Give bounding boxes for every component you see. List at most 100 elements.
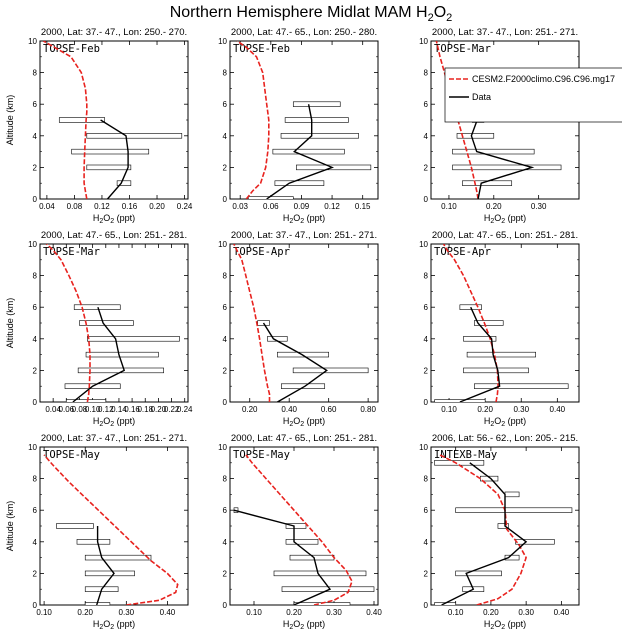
x-label-part: H <box>484 213 491 223</box>
x-tick-label: 0.06 <box>263 202 279 211</box>
range-box <box>452 148 535 155</box>
range-box <box>86 133 183 139</box>
plot-frame <box>430 243 580 403</box>
range-box <box>85 351 159 358</box>
range-box <box>274 180 325 186</box>
y-tick-label: 0 <box>33 398 38 407</box>
plot-area <box>435 41 562 199</box>
y-tick-label: 0 <box>33 195 38 204</box>
panel-6: 2000, Lat: 47.- 65., Lon: 251.- 281. 0 2 4 6… <box>419 230 580 428</box>
x-tick-label: 0.10 <box>448 608 464 617</box>
x-axis-label: H2O2 (ppt) <box>283 416 325 428</box>
x-tick-label: 0.14 <box>111 405 127 414</box>
y-tick-label: 2 <box>223 366 228 375</box>
panel-1: 2000, Lat: 37.- 47., Lon: 250.- 270. 0 2 4 6… <box>5 27 193 225</box>
y-tick-label: 6 <box>223 303 228 312</box>
obs-series-line <box>262 322 328 402</box>
range-box <box>292 101 341 107</box>
y-tick-label: 8 <box>223 475 228 484</box>
y-tick-label: 0 <box>424 195 429 204</box>
panel-title: 2000, Lat: 47.- 65., Lon: 251.- 281. <box>41 230 187 241</box>
y-tick-label: 2 <box>33 366 38 375</box>
x-tick-label: 0.12 <box>324 202 340 211</box>
range-box <box>84 554 152 561</box>
x-label-part: 2 <box>99 624 103 631</box>
y-tick-label: 0 <box>33 601 38 610</box>
campaign-label: TOPSE-May <box>233 449 290 461</box>
x-tick-label: 0.18 <box>137 405 153 414</box>
x-label-part: H <box>93 213 100 223</box>
y-tick-label: 2 <box>424 569 429 578</box>
x-tick-label: 0.12 <box>98 405 114 414</box>
x-tick-label: 0.40 <box>550 405 566 414</box>
panel-title: 2000, Lat: 37.- 47., Lon: 251.- 271. <box>231 230 377 241</box>
x-axis-label: H2O2 (ppt) <box>484 416 526 428</box>
panel-grid: 2000, Lat: 37.- 47., Lon: 250.- 270. 0 2 4 6… <box>5 27 622 631</box>
range-box <box>272 148 345 155</box>
x-label-part: 2 <box>490 624 494 631</box>
panel-2: 2000, Lat: 47.- 65., Lon: 250.- 280. 0 2 4 6… <box>218 27 379 225</box>
plot-area <box>233 454 375 605</box>
y-tick-label: 8 <box>33 69 38 78</box>
x-label-part: 2 <box>300 421 304 428</box>
y-tick-label: 8 <box>424 475 429 484</box>
legend: CESM2.F2000climo.C96.C96.mg17 Data <box>444 67 622 123</box>
x-label-part: 2 <box>110 624 114 631</box>
panel-title: 2000, Lat: 37.- 47., Lon: 251.- 271. <box>41 433 187 444</box>
y-tick-label: 6 <box>33 100 38 109</box>
campaign-label: TOPSE-Mar <box>43 246 100 258</box>
y-tick-label: 10 <box>28 443 37 452</box>
panel-5: 2000, Lat: 37.- 47., Lon: 251.- 271. 0 2 4 6… <box>218 230 379 428</box>
y-tick-label: 6 <box>33 506 38 515</box>
campaign-label: TOPSE-May <box>43 449 100 461</box>
x-tick-label: 0.10 <box>85 405 101 414</box>
plot-area <box>43 41 183 199</box>
y-tick-label: 0 <box>424 601 429 610</box>
y-tick-label: 10 <box>218 240 227 249</box>
x-tick-label: 0.04 <box>39 202 55 211</box>
x-label-part: O <box>494 416 501 426</box>
x-label-part: 2 <box>110 218 114 225</box>
x-label-part: H <box>283 416 290 426</box>
panel-9: 2006, Lat: 56.- 62., Lon: 205.- 215. 0 2 4 6… <box>419 433 580 631</box>
x-tick-label: 0.40 <box>366 608 382 617</box>
range-box <box>76 539 111 545</box>
x-tick-label: 0.22 <box>164 405 180 414</box>
x-label-part: O <box>494 619 501 629</box>
plot-area <box>434 244 569 402</box>
range-box <box>455 507 573 513</box>
x-label-part: 2 <box>289 624 293 631</box>
model-series-line <box>435 41 479 199</box>
x-label-part: (ppt) <box>304 213 325 223</box>
y-tick-label: 4 <box>223 335 228 344</box>
x-label-part: 2 <box>300 218 304 225</box>
x-tick-label: 0.20 <box>77 608 93 617</box>
y-tick-label: 4 <box>424 538 429 547</box>
x-tick-label: 0.30 <box>531 202 547 211</box>
x-label-part: (ppt) <box>304 619 325 629</box>
y-tick-label: 10 <box>419 37 428 46</box>
range-box <box>84 570 135 577</box>
x-tick-label: 0.03 <box>232 202 248 211</box>
x-label-part: O <box>103 619 110 629</box>
x-tick-label: 0.40 <box>554 608 570 617</box>
x-label-part: O <box>293 416 300 426</box>
x-tick-label: 0.20 <box>486 202 502 211</box>
x-tick-label: 0.20 <box>151 405 167 414</box>
obs-series-line <box>441 462 528 605</box>
model-series-line <box>233 244 271 402</box>
campaign-label: TOPSE-Feb <box>233 43 290 55</box>
panel-8: 2000, Lat: 47.- 65., Lon: 251.- 281. 0 2 4 6… <box>218 433 382 631</box>
x-tick-label: 0.20 <box>149 202 165 211</box>
plot-frame <box>229 243 379 403</box>
legend-model-label: CESM2.F2000climo.C96.C96.mg17 <box>472 74 615 84</box>
x-label-part: 2 <box>289 421 293 428</box>
y-tick-label: 10 <box>419 443 428 452</box>
x-label-part: 2 <box>490 421 494 428</box>
plot-area <box>46 244 180 402</box>
x-axis-label: H2O2 (ppt) <box>93 213 135 225</box>
panel-title: 2000, Lat: 47.- 65., Lon: 251.- 281. <box>432 230 578 241</box>
range-box <box>463 336 497 342</box>
x-axis-label: H2O2 (ppt) <box>484 619 526 631</box>
figure-title: Northern Hemisphere Midlat MAM H2O2 <box>170 4 453 24</box>
